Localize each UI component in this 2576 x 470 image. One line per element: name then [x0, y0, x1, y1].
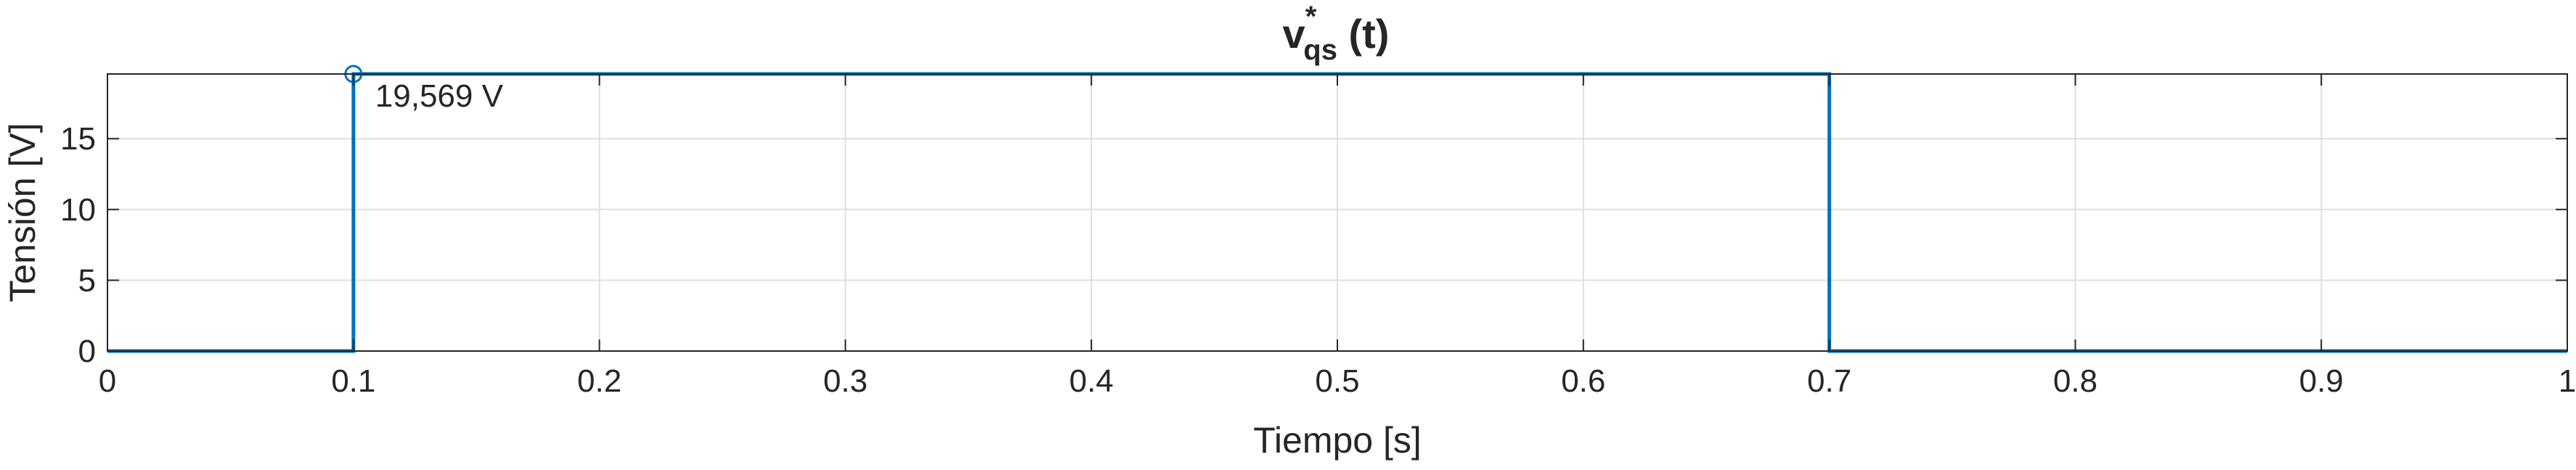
chart-title-suffix: (t) [1337, 11, 1390, 57]
x-tick-label: 0.4 [1069, 363, 1114, 399]
chart-title: v* qs (t) [1283, 1, 1390, 66]
x-tick-label: 0 [99, 363, 116, 399]
x-tick-label: 0.2 [577, 363, 621, 399]
chart-title-subscript: qs [1303, 34, 1337, 66]
x-axis-label: Tiempo [s] [1253, 420, 1422, 461]
x-tick-label: 0.3 [823, 363, 868, 399]
chart-title-superscript: * [1305, 1, 1317, 33]
x-tick-label: 0.1 [331, 363, 375, 399]
y-tick-label: 10 [60, 192, 96, 228]
data-tip-label: 19,569 V [375, 78, 504, 114]
label-layer: v* qs (t) Tiempo [s] Tensión [V] 19,569 V [2, 1, 1422, 461]
x-tick-label: 1 [2559, 363, 2576, 399]
y-tick-label: 15 [60, 121, 96, 157]
x-tick-label: 0.5 [1315, 363, 1359, 399]
y-tick-label: 5 [78, 263, 96, 298]
x-tick-label: 0.9 [2299, 363, 2344, 399]
y-tick-label: 0 [78, 334, 96, 369]
x-tick-label: 0.6 [1561, 363, 1605, 399]
chart-title-main: v [1283, 11, 1305, 57]
y-axis-label: Tensión [V] [2, 123, 43, 302]
x-tick-label: 0.8 [2053, 363, 2098, 399]
x-tick-label: 0.7 [1807, 363, 1851, 399]
